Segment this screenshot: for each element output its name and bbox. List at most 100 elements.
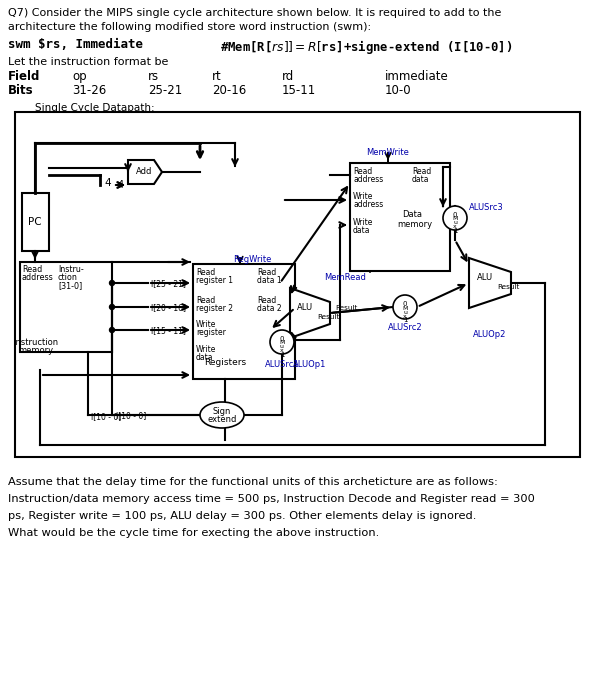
Text: 1: 1 — [453, 228, 457, 234]
Text: register: register — [196, 328, 226, 337]
Text: Result: Result — [497, 284, 519, 290]
Text: architecture the following modified store word instruction (swm):: architecture the following modified stor… — [8, 22, 371, 32]
Text: x: x — [403, 313, 407, 318]
Text: rt: rt — [212, 70, 222, 83]
Circle shape — [443, 206, 467, 230]
Text: Write: Write — [196, 345, 217, 354]
Text: address: address — [22, 273, 54, 282]
Text: x: x — [280, 348, 284, 354]
Bar — [20, 262, 112, 352]
Text: data 1: data 1 — [257, 276, 281, 285]
Text: Add: Add — [136, 167, 152, 177]
Text: data 2: data 2 — [257, 304, 281, 313]
Text: Result: Result — [335, 305, 358, 311]
Circle shape — [270, 330, 294, 354]
Circle shape — [109, 328, 114, 333]
Text: Q7) Consider the MIPS single cycle architecture shown below. It is required to a: Q7) Consider the MIPS single cycle archi… — [8, 8, 502, 18]
Text: ALU: ALU — [477, 273, 493, 282]
Text: I[10 - 0]: I[10 - 0] — [116, 411, 146, 420]
Text: Data: Data — [402, 210, 422, 219]
Text: ALUSrc1: ALUSrc1 — [265, 360, 299, 369]
Text: u: u — [280, 345, 284, 350]
Text: register 2: register 2 — [196, 304, 233, 313]
Text: op: op — [72, 70, 87, 83]
Text: Read: Read — [257, 268, 276, 277]
Text: ALUOp1: ALUOp1 — [293, 360, 327, 369]
Text: Write: Write — [353, 218, 374, 227]
Text: 31-26: 31-26 — [72, 84, 107, 97]
Text: Read: Read — [257, 296, 276, 305]
Text: u: u — [403, 309, 407, 314]
Text: I[15 - 11]: I[15 - 11] — [151, 326, 186, 335]
Text: 1: 1 — [280, 352, 284, 358]
Text: M: M — [452, 216, 458, 222]
Text: 10-0: 10-0 — [385, 84, 412, 97]
Circle shape — [393, 295, 417, 319]
Text: x: x — [453, 224, 457, 230]
Ellipse shape — [200, 402, 244, 428]
Text: ALUSrc3: ALUSrc3 — [469, 203, 504, 212]
Text: Read: Read — [353, 167, 372, 176]
Text: M: M — [279, 341, 284, 345]
Text: immediate: immediate — [385, 70, 449, 83]
Text: extend: extend — [207, 415, 237, 424]
Bar — [22, 193, 49, 251]
Text: 1: 1 — [403, 317, 407, 323]
Text: memory: memory — [397, 220, 432, 229]
Text: M: M — [402, 305, 408, 311]
Text: #Mem[R[$rs]]=R[$rs]+signe-extend (I[10-0]): #Mem[R[$rs]]=R[$rs]+signe-extend (I[10-0… — [220, 38, 512, 56]
Text: Write: Write — [353, 192, 374, 201]
Text: Bits: Bits — [8, 84, 34, 97]
Text: [31-0]: [31-0] — [58, 281, 82, 290]
Text: I[20 - 16]: I[20 - 16] — [151, 303, 186, 312]
Text: address: address — [353, 175, 383, 184]
Text: I[10 - 0]: I[10 - 0] — [91, 412, 121, 421]
Bar — [350, 163, 450, 271]
Text: 15-11: 15-11 — [282, 84, 317, 97]
Text: MemRead: MemRead — [324, 273, 366, 282]
Text: data: data — [353, 226, 371, 235]
Text: Read: Read — [412, 167, 431, 176]
Text: Instruction/data memory access time = 500 ps, Instruction Decode and Register re: Instruction/data memory access time = 50… — [8, 494, 535, 504]
Text: data: data — [196, 353, 214, 362]
Circle shape — [109, 280, 114, 286]
Text: Result: Result — [317, 314, 339, 320]
Text: register 1: register 1 — [196, 276, 233, 285]
Text: Write: Write — [196, 320, 217, 329]
Text: 20-16: 20-16 — [212, 84, 246, 97]
Text: PC: PC — [28, 217, 42, 227]
Text: Sign: Sign — [213, 407, 231, 415]
Text: Instruction: Instruction — [14, 338, 58, 347]
Text: I[25 - 21]: I[25 - 21] — [151, 279, 186, 288]
Text: memory: memory — [18, 346, 54, 355]
Text: rd: rd — [282, 70, 295, 83]
Text: data: data — [412, 175, 430, 184]
Text: 4: 4 — [104, 178, 111, 188]
Text: Instru-: Instru- — [58, 265, 84, 274]
Text: Assume that the delay time for the functional units of this archeticture are as : Assume that the delay time for the funct… — [8, 477, 498, 487]
Text: Read: Read — [22, 265, 42, 274]
Text: What would be the cycle time for execting the above instruction.: What would be the cycle time for exectin… — [8, 528, 379, 538]
Text: 4: 4 — [118, 180, 124, 190]
Text: 0: 0 — [280, 336, 284, 342]
Text: 25-21: 25-21 — [148, 84, 182, 97]
Text: Let the instruction format be: Let the instruction format be — [8, 57, 168, 67]
Text: RegWrite: RegWrite — [233, 255, 271, 264]
Text: Field: Field — [8, 70, 40, 83]
Text: Read: Read — [196, 268, 215, 277]
Polygon shape — [290, 288, 330, 338]
Text: Single Cycle Datapath:: Single Cycle Datapath: — [35, 103, 155, 113]
Text: address: address — [353, 200, 383, 209]
Text: ction: ction — [58, 273, 78, 282]
Polygon shape — [469, 258, 511, 308]
Text: 0: 0 — [453, 212, 457, 218]
Text: 0: 0 — [403, 301, 407, 307]
Text: Registers: Registers — [204, 358, 246, 367]
Text: rs: rs — [148, 70, 159, 83]
Bar — [193, 264, 295, 379]
Text: swm $rs, Immediate: swm $rs, Immediate — [8, 38, 143, 51]
Text: ALU: ALU — [297, 303, 313, 311]
Text: u: u — [453, 220, 457, 226]
Text: Read: Read — [196, 296, 215, 305]
Polygon shape — [128, 160, 162, 184]
